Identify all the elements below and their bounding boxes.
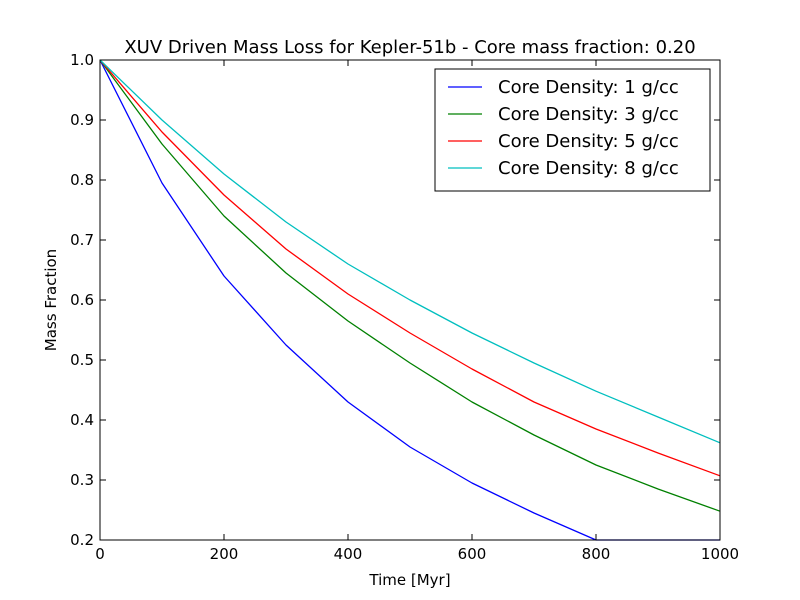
legend-box <box>434 68 711 192</box>
y-tick-label: 0.9 <box>70 111 94 129</box>
legend-label-1: Core Density: 1 g/cc <box>498 77 679 98</box>
x-tick-label: 200 <box>210 545 239 563</box>
y-axis-label: Mass Fraction <box>42 249 60 351</box>
chart-title: XUV Driven Mass Loss for Kepler-51b - Co… <box>124 37 695 58</box>
x-tick-label: 1000 <box>701 545 739 563</box>
x-tick-label: 400 <box>334 545 363 563</box>
series-line-3 <box>99 59 721 477</box>
y-tick-label: 0.5 <box>70 351 94 369</box>
legend: Core Density: 1 g/cc Core Density: 3 g/cc… <box>434 68 711 192</box>
y-tick-label: 0.4 <box>70 411 94 429</box>
y-tick-label: 0.3 <box>70 471 94 489</box>
axis-ticks: 0 200 400 600 800 1000 0.2 0.3 0.4 0.5 0.6 0.7 0.8 0.… <box>70 51 739 563</box>
legend-label-3: Core Density: 5 g/cc <box>498 131 679 152</box>
x-tick-label: 800 <box>582 545 611 563</box>
series-line-4 <box>99 59 721 444</box>
series-line-2 <box>99 59 721 512</box>
x-tick-label: 600 <box>458 545 487 563</box>
x-axis-label: Time [Myr] <box>368 571 450 589</box>
y-tick-label: 0.7 <box>70 231 94 249</box>
y-tick-label: 0.8 <box>70 171 94 189</box>
legend-label-2: Core Density: 3 g/cc <box>498 104 679 125</box>
y-tick-label: 0.2 <box>70 531 94 549</box>
y-tick-label: 1.0 <box>70 51 94 69</box>
x-tick-label: 0 <box>95 545 105 563</box>
y-tick-label: 0.6 <box>70 291 94 309</box>
legend-label-4: Core Density: 8 g/cc <box>498 158 679 179</box>
